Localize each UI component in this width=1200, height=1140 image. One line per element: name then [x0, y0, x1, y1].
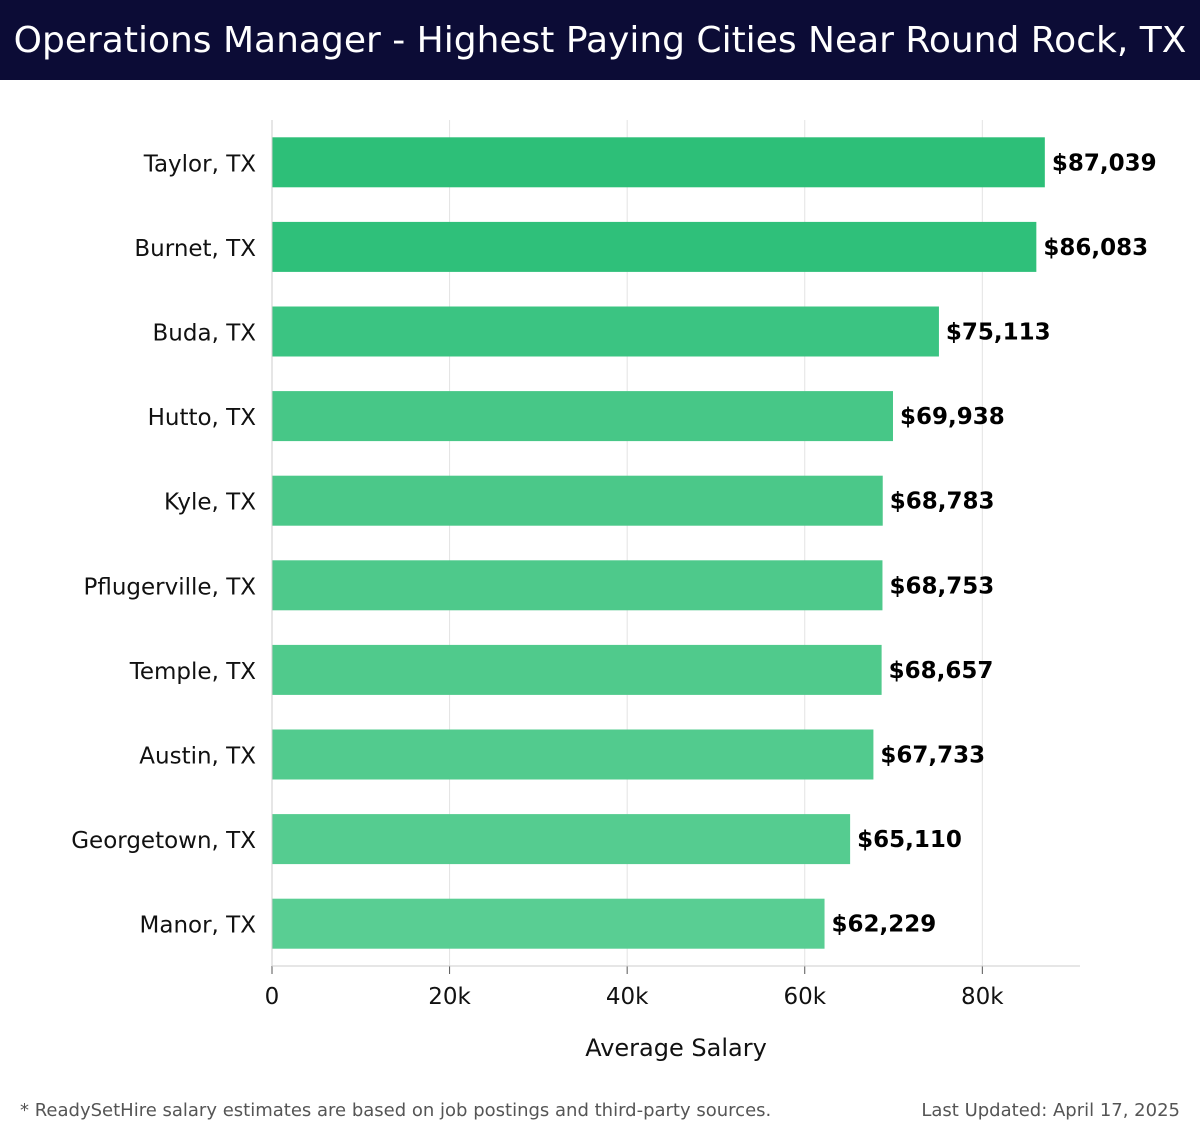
bar [272, 898, 825, 949]
value-label: $68,753 [889, 573, 994, 599]
bar [272, 306, 939, 357]
bar [272, 560, 883, 611]
category-label: Georgetown, TX [71, 828, 256, 854]
bar [272, 814, 851, 865]
footer-note: * ReadySetHire salary estimates are base… [20, 1100, 772, 1121]
category-label: Austin, TX [139, 744, 256, 770]
category-label: Temple, TX [129, 659, 257, 685]
x-tick-label: 80k [961, 984, 1004, 1010]
bar [272, 137, 1045, 188]
value-label: $68,657 [889, 658, 994, 684]
value-label: $65,110 [857, 827, 962, 853]
value-label: $69,938 [900, 404, 1005, 430]
x-tick-label: 60k [783, 984, 826, 1010]
value-label: $87,039 [1052, 150, 1157, 176]
bar [272, 475, 883, 526]
category-label: Taylor, TX [143, 151, 257, 177]
footer-updated: Last Updated: April 17, 2025 [921, 1100, 1180, 1121]
x-axis-label: Average Salary [585, 1034, 767, 1062]
value-label: $62,229 [832, 912, 937, 938]
labels: 0 20k 40k 60k 80k Taylor, TX $87,039 Burnet, TX… [71, 150, 1156, 1010]
x-tick-label: 40k [606, 984, 649, 1010]
x-tick-label: 0 [265, 984, 280, 1010]
category-label: Burnet, TX [134, 236, 256, 262]
chart-title: Operations Manager - Highest Paying Citi… [13, 19, 1187, 61]
category-label: Kyle, TX [164, 490, 256, 516]
value-label: $86,083 [1043, 235, 1148, 261]
bar [272, 391, 893, 442]
category-label: Manor, TX [140, 913, 257, 939]
title-bar: Operations Manager - Highest Paying Citi… [0, 0, 1200, 80]
x-tick-label: 20k [428, 984, 471, 1010]
value-label: $67,733 [880, 743, 985, 769]
bars [272, 137, 1045, 949]
value-label: $75,113 [946, 320, 1051, 346]
category-label: Pflugerville, TX [84, 574, 257, 600]
salary-bar-chart: 0 20k 40k 60k 80k Taylor, TX $87,039 Burnet, TX… [71, 120, 1157, 1062]
bar [272, 729, 874, 780]
bar [272, 644, 882, 695]
category-label: Buda, TX [153, 321, 257, 347]
category-label: Hutto, TX [148, 405, 257, 431]
bar [272, 221, 1037, 272]
axes [271, 120, 1080, 974]
value-label: $68,783 [890, 489, 995, 515]
